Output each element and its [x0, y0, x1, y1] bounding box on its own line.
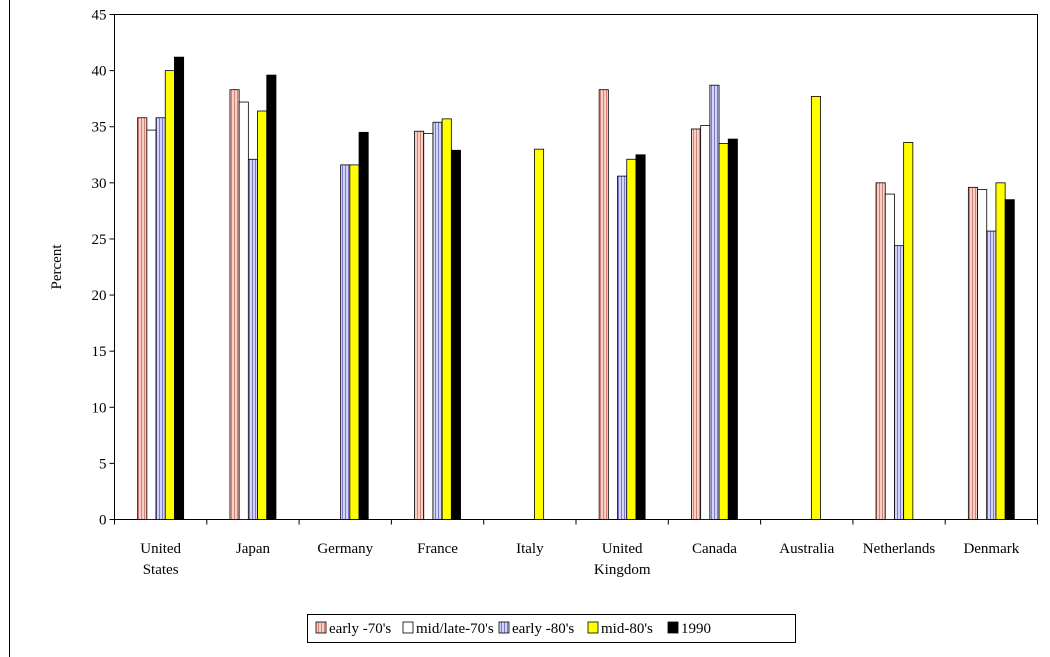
- x-tick-label: Netherlands: [863, 541, 936, 557]
- x-tick-label: Italy: [516, 541, 544, 557]
- bar-1990: [1004, 199, 1015, 520]
- y-tick-label: 15: [92, 344, 107, 360]
- bar-early-70-s: [691, 128, 702, 520]
- bar-early-80-s: [709, 84, 720, 520]
- legend-swatch: [402, 621, 414, 634]
- bar-mid-80-s: [810, 96, 821, 520]
- x-tick-label: States: [143, 562, 179, 578]
- bar-early-70-s: [229, 89, 240, 520]
- bar-early-80-s: [617, 175, 628, 520]
- legend-label: early -70's: [329, 621, 391, 637]
- x-tick-label: Japan: [236, 541, 271, 557]
- bar-mid-80-s: [995, 182, 1006, 520]
- x-tick-label: Denmark: [963, 541, 1019, 557]
- bar-mid-late-70-s: [884, 193, 895, 520]
- bar-early-80-s: [247, 158, 258, 520]
- bar-1990: [635, 154, 646, 520]
- bar-1990: [727, 138, 738, 520]
- y-tick-label: 30: [92, 176, 107, 192]
- bars: [137, 56, 1015, 520]
- y-tick-label: 40: [92, 64, 107, 80]
- bar-1990: [450, 149, 461, 520]
- x-axis: United States Japan Germany France Italy Unite…: [114, 519, 1038, 578]
- legend-label: early -80's: [512, 621, 574, 637]
- bar-mid-80-s: [257, 110, 268, 520]
- x-tick-label: United: [140, 541, 181, 557]
- legend-swatch: [498, 621, 510, 634]
- bar-early-70-s: [137, 117, 148, 520]
- bar-mid-80-s: [718, 143, 729, 520]
- bar-1990: [358, 131, 369, 520]
- y-axis: 0 5 10 15 20 25 30 35 40 45: [92, 8, 115, 529]
- bar-early-80-s: [894, 245, 905, 520]
- y-tick-label: 0: [99, 513, 107, 529]
- y-tick-label: 35: [92, 120, 107, 136]
- y-tick-label: 45: [92, 8, 107, 24]
- x-tick-label: United: [602, 541, 643, 557]
- legend-label: 1990: [681, 621, 711, 637]
- bar-early-70-s: [967, 186, 978, 520]
- bar-mid-late-70-s: [146, 129, 157, 520]
- x-tick-label: Kingdom: [594, 562, 651, 578]
- bar-early-70-s: [414, 130, 425, 520]
- legend-box: [307, 614, 796, 643]
- legend: early -70's mid/late-70's early -80's mid-8…: [307, 614, 796, 643]
- bar-mid-late-70-s: [238, 101, 249, 520]
- bar-mid-late-70-s: [977, 189, 988, 520]
- bar-early-70-s: [598, 89, 609, 520]
- legend-swatch: [315, 621, 327, 634]
- bar-early-80-s: [340, 164, 351, 520]
- bar-early-80-s: [432, 121, 443, 520]
- bar-mid-80-s: [164, 70, 175, 520]
- y-tick-label: 5: [99, 456, 107, 472]
- y-tick-label: 10: [92, 400, 107, 416]
- bar-mid-80-s: [626, 158, 637, 520]
- x-tick-label: France: [417, 541, 458, 557]
- bar-early-80-s: [155, 117, 166, 520]
- bar-early-80-s: [986, 230, 997, 520]
- legend-swatch: [667, 621, 679, 634]
- bar-1990: [266, 74, 277, 520]
- legend-swatch: [587, 621, 599, 634]
- x-tick-label: Canada: [692, 541, 737, 557]
- bar-mid-80-s: [349, 164, 360, 520]
- x-tick-label: Australia: [779, 541, 834, 557]
- y-axis-title: Percent: [49, 244, 65, 290]
- legend-label: mid-80's: [601, 621, 653, 637]
- bar-1990: [174, 56, 185, 520]
- legend-label: mid/late-70's: [416, 621, 494, 637]
- bar-mid-late-70-s: [700, 125, 711, 520]
- x-tick-label: Germany: [317, 541, 373, 557]
- bar-mid-80-s: [903, 142, 914, 520]
- y-tick-label: 25: [92, 232, 107, 248]
- bar-mid-80-s: [441, 118, 452, 520]
- y-tick-label: 20: [92, 288, 107, 304]
- bar-mid-late-70-s: [423, 133, 434, 520]
- bar-early-70-s: [875, 182, 886, 520]
- bar-mid-80-s: [534, 148, 545, 520]
